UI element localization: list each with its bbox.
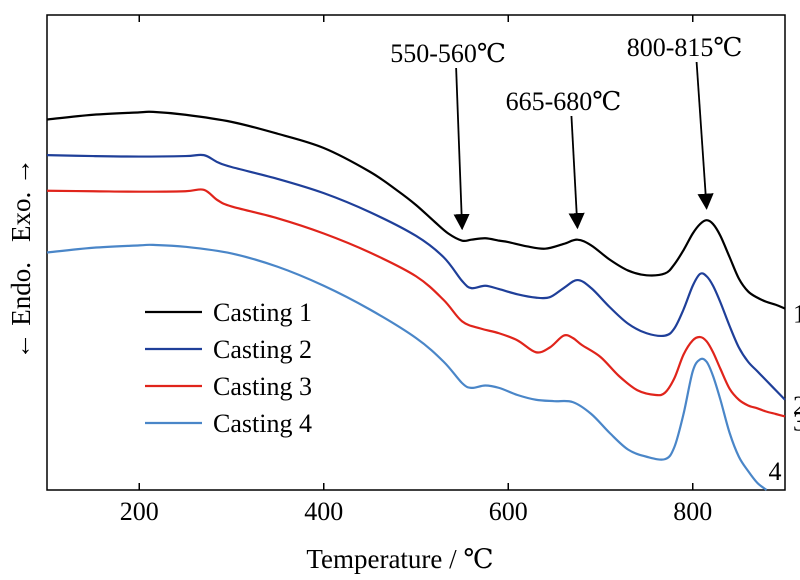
annotation-label-1: 550-560℃ (390, 39, 506, 68)
series-line-casting-3 (46, 188, 786, 418)
x-tick-label-200: 200 (120, 497, 159, 526)
y-axis-titles: ← Endo. Exo. → (6, 158, 36, 360)
x-tick-label-600: 600 (489, 497, 528, 526)
curve-end-labels: 1 234 (769, 300, 800, 486)
y-axis-title-endo: ← Endo. (6, 262, 36, 360)
legend-label-casting-2: Casting 2 (213, 335, 312, 364)
x-tick-label-400: 400 (304, 497, 343, 526)
curve-end-label-2: 2 (793, 391, 800, 420)
y-axis-title-exo: Exo. → (6, 158, 36, 242)
annotation-label-2: 665-680℃ (506, 87, 622, 116)
series-layer (46, 110, 786, 491)
series-line-casting-1 (46, 110, 786, 310)
series-line-casting-4 (46, 243, 768, 491)
legend-label-casting-1: Casting 1 (213, 298, 312, 327)
x-tick-label-800: 800 (673, 497, 712, 526)
series-line-casting-2 (46, 153, 786, 401)
curve-end-label-4: 4 (769, 457, 782, 486)
curve-end-label-1: 1 (793, 300, 800, 329)
annotation-arrow-3 (695, 61, 714, 210)
curve-end-label-3: 3 (793, 407, 800, 436)
x-ticks: 200 400 600 800 (120, 15, 712, 526)
legend-label-casting-4: Casting 4 (213, 409, 312, 438)
annotation-arrow-1 (453, 67, 470, 231)
plot-frame (46, 14, 786, 491)
legend-label-casting-3: Casting 3 (213, 372, 312, 401)
legend: Casting 1 Casting 2 Casting 3 Casting 4 (145, 298, 312, 438)
annotation-arrow-2 (568, 115, 585, 230)
annotation-label-3: 800-815℃ (627, 33, 743, 62)
x-axis-title: Temperature / ℃ (306, 544, 493, 574)
